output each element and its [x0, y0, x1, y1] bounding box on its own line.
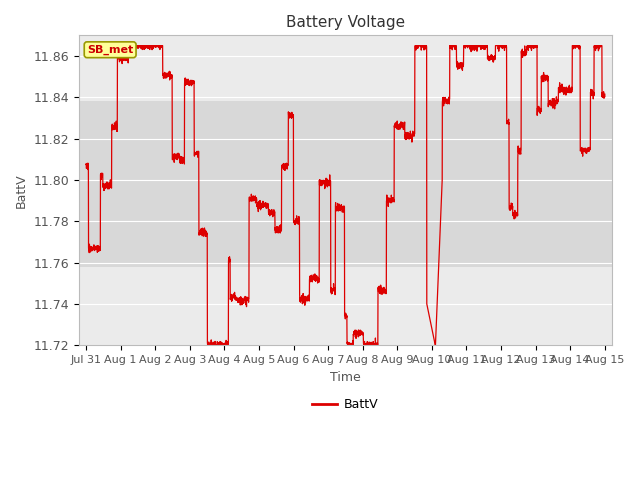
Bar	[79, 101, 612, 267]
X-axis label: Time: Time	[330, 371, 361, 384]
Y-axis label: BattV: BattV	[15, 173, 28, 208]
Text: SB_met: SB_met	[87, 45, 133, 55]
Title: Battery Voltage: Battery Voltage	[286, 15, 405, 30]
Legend: BattV: BattV	[307, 394, 383, 417]
